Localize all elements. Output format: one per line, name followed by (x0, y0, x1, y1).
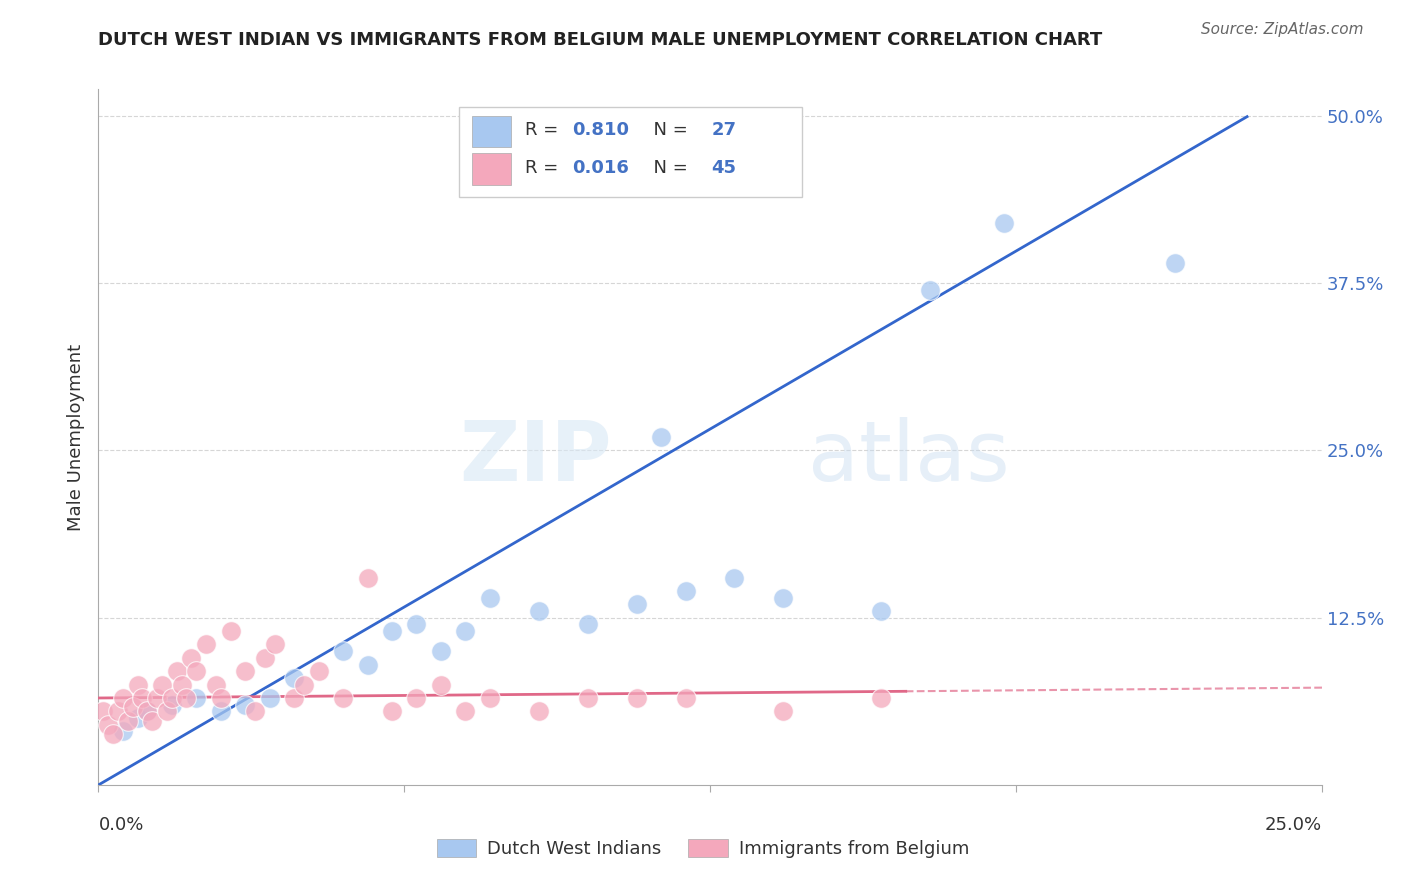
Point (430, 644, 453, 658)
Point (332, 690, 354, 705)
Text: 0.0%: 0.0% (98, 816, 143, 834)
Point (170, 678, 193, 692)
Text: N =: N = (641, 159, 693, 177)
Point (205, 678, 228, 692)
FancyBboxPatch shape (471, 153, 510, 185)
Text: Source: ZipAtlas.com: Source: ZipAtlas.com (1201, 22, 1364, 37)
Point (405, 690, 427, 705)
Point (993, 216, 1015, 230)
Point (308, 664, 330, 679)
Point (626, 598, 648, 612)
Point (1164, 256, 1187, 270)
Point (186, 664, 208, 679)
Point (920, 283, 942, 297)
Point (576, 617, 599, 632)
Point (91, 705, 114, 719)
Point (243, 705, 266, 719)
Point (219, 624, 242, 639)
Point (675, 584, 697, 599)
Point (166, 664, 188, 679)
Point (209, 690, 232, 705)
Point (156, 705, 179, 719)
Point (292, 678, 315, 692)
Text: 45: 45 (711, 159, 737, 177)
FancyBboxPatch shape (471, 116, 510, 147)
Point (176, 690, 198, 705)
Point (117, 714, 139, 728)
Point (146, 690, 169, 705)
Point (356, 571, 378, 585)
Y-axis label: Male Unemployment: Male Unemployment (66, 343, 84, 531)
Point (107, 705, 129, 719)
Text: ZIP: ZIP (460, 417, 612, 499)
Text: 25.0%: 25.0% (1264, 816, 1322, 834)
Point (772, 591, 794, 605)
Point (131, 690, 153, 705)
Point (332, 644, 354, 658)
Point (454, 705, 477, 719)
Point (527, 705, 550, 719)
Point (127, 711, 149, 725)
Point (626, 690, 648, 705)
FancyBboxPatch shape (460, 106, 801, 197)
Point (356, 657, 378, 672)
Point (160, 690, 183, 705)
Text: N =: N = (641, 120, 693, 138)
Point (111, 724, 134, 739)
Point (111, 690, 134, 705)
Text: 0.810: 0.810 (572, 120, 628, 138)
Point (527, 604, 550, 618)
Point (141, 714, 163, 728)
Legend: Dutch West Indians, Immigrants from Belgium: Dutch West Indians, Immigrants from Belg… (429, 831, 977, 865)
Point (478, 591, 501, 605)
Point (381, 624, 404, 639)
Point (454, 624, 477, 639)
Point (253, 651, 276, 665)
Point (675, 690, 697, 705)
Point (405, 617, 427, 632)
Point (772, 705, 794, 719)
Point (150, 678, 173, 692)
Point (263, 637, 285, 651)
Text: 27: 27 (711, 120, 737, 138)
Point (478, 690, 501, 705)
Point (870, 690, 893, 705)
Point (650, 430, 672, 444)
Point (136, 705, 159, 719)
Point (259, 690, 281, 705)
Point (870, 604, 893, 618)
Point (97, 717, 120, 731)
Point (195, 637, 218, 651)
Point (209, 705, 232, 719)
Text: DUTCH WEST INDIAN VS IMMIGRANTS FROM BELGIUM MALE UNEMPLOYMENT CORRELATION CHART: DUTCH WEST INDIAN VS IMMIGRANTS FROM BEL… (98, 31, 1102, 49)
Point (121, 700, 143, 714)
Point (283, 690, 305, 705)
Point (127, 678, 149, 692)
Point (576, 690, 599, 705)
Text: R =: R = (526, 120, 564, 138)
Point (283, 671, 305, 685)
Point (160, 698, 183, 712)
Point (723, 571, 745, 585)
Point (136, 705, 159, 719)
Point (233, 664, 256, 679)
Point (101, 727, 124, 741)
Point (430, 678, 453, 692)
Point (381, 705, 404, 719)
Point (233, 698, 256, 712)
Text: 0.016: 0.016 (572, 159, 628, 177)
Point (180, 651, 202, 665)
Text: atlas: atlas (808, 417, 1010, 499)
Point (186, 690, 208, 705)
Text: R =: R = (526, 159, 564, 177)
